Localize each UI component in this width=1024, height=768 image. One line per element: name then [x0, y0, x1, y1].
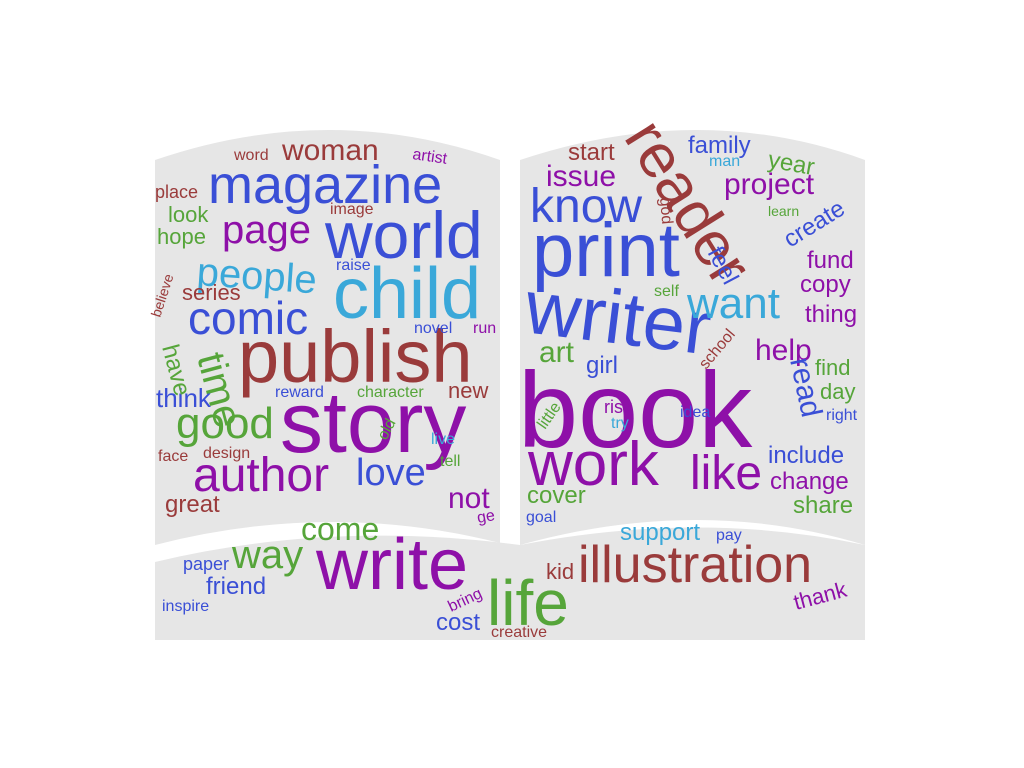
- word-risk: risk: [604, 397, 633, 417]
- word-run: run: [473, 320, 496, 337]
- word-day: day: [820, 379, 855, 404]
- word-not: not: [448, 482, 490, 515]
- book-shape: [155, 130, 865, 640]
- word-know: know: [530, 180, 642, 233]
- word-life: life: [487, 567, 569, 639]
- word-world: world: [324, 198, 483, 272]
- word-story: story: [280, 375, 466, 471]
- word-love: love: [356, 452, 426, 494]
- word-find: find: [815, 355, 850, 380]
- word-book: book: [518, 349, 753, 470]
- word-hope: hope: [157, 224, 206, 249]
- book-bottom-left-band: [155, 535, 520, 640]
- word-write: write: [315, 525, 468, 605]
- book-bottom-right-band: [520, 527, 865, 640]
- word-reward: reward: [275, 384, 324, 401]
- word-paper: paper: [183, 554, 229, 574]
- word-start: start: [568, 139, 615, 166]
- word-comic: comic: [188, 292, 308, 344]
- word-look: look: [168, 202, 209, 227]
- word-issue: issue: [546, 160, 616, 193]
- word-design: design: [203, 445, 250, 462]
- word-series: series: [182, 280, 241, 305]
- word-fund: fund: [807, 247, 854, 274]
- word-think: think: [156, 383, 212, 413]
- word-support: support: [620, 519, 700, 546]
- word-pay: pay: [716, 527, 742, 544]
- word-people: people: [195, 250, 318, 302]
- word-new: new: [448, 378, 488, 403]
- word-project: project: [724, 168, 815, 201]
- word-self: self: [654, 283, 679, 300]
- word-creative: creative: [491, 624, 547, 641]
- word-thing: thing: [805, 301, 857, 328]
- word-artist: artist: [411, 146, 448, 168]
- word-raise: raise: [336, 257, 371, 274]
- word-novel: novel: [414, 320, 452, 337]
- word-right: right: [826, 407, 858, 424]
- word-place: place: [155, 182, 198, 202]
- word-good: good: [176, 399, 274, 448]
- word-come: come: [301, 511, 379, 547]
- word-woman: woman: [281, 134, 379, 167]
- word-goal: goal: [526, 509, 556, 526]
- word-way: way: [231, 533, 303, 577]
- word-cover: cover: [527, 482, 586, 509]
- word-ge: ge: [476, 507, 497, 527]
- word-great: great: [165, 491, 220, 518]
- book-right-page: [520, 130, 865, 545]
- word-work: work: [527, 430, 660, 499]
- word-character: character: [357, 384, 424, 401]
- word-art: art: [539, 336, 575, 369]
- word-god: god: [656, 197, 675, 225]
- word-magazine: magazine: [208, 155, 442, 215]
- word-like: like: [690, 447, 762, 500]
- word-help: help: [755, 334, 812, 367]
- word-image: image: [330, 201, 374, 218]
- word-word: word: [233, 147, 269, 164]
- word-girl: girl: [586, 352, 618, 379]
- word-want: want: [686, 279, 780, 328]
- word-learn: learn: [768, 203, 799, 219]
- word-child: child: [333, 254, 481, 334]
- word-cost: cost: [436, 609, 480, 636]
- book-left-page: [155, 130, 500, 545]
- word-publish: publish: [238, 315, 473, 398]
- word-change: change: [770, 468, 849, 495]
- word-share: share: [793, 492, 853, 519]
- word-print: print: [532, 208, 680, 293]
- word-include: include: [768, 442, 844, 469]
- word-copy: copy: [800, 271, 851, 298]
- word-idea: idea: [680, 404, 710, 421]
- word-friend: friend: [206, 573, 266, 600]
- book-spine-base: [430, 600, 605, 640]
- word-man: man: [709, 153, 740, 170]
- word-illustration: illustration: [578, 536, 812, 594]
- word-tell: tell: [440, 453, 460, 470]
- word-live: live: [431, 431, 455, 448]
- word-author: author: [193, 449, 329, 502]
- word-face: face: [158, 448, 188, 465]
- word-family: family: [688, 132, 751, 159]
- word-page: page: [222, 208, 311, 252]
- word-inspire: inspire: [162, 598, 209, 615]
- word-kid: kid: [546, 559, 574, 584]
- word-try: try: [611, 415, 629, 432]
